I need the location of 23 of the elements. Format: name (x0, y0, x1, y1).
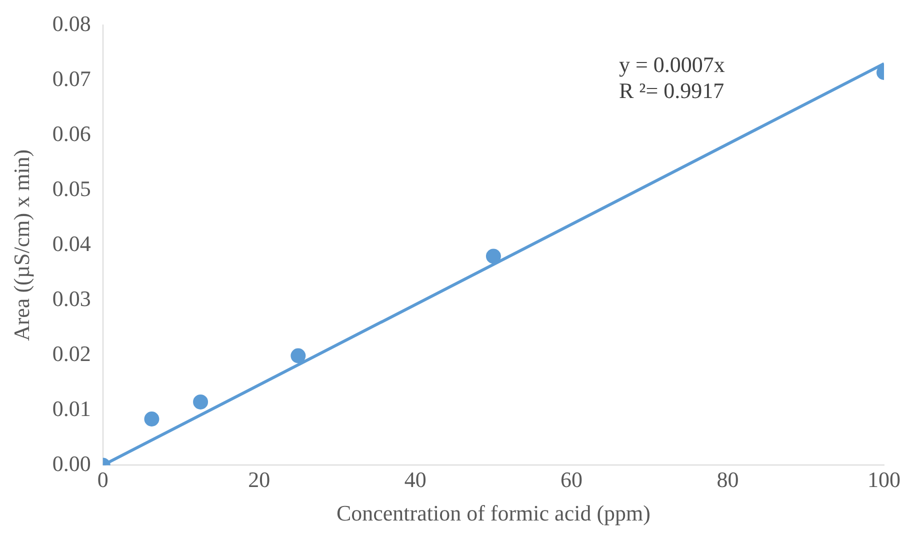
x-tick-label: 100 (868, 467, 900, 492)
x-tick-label: 0 (97, 467, 108, 492)
y-tick-label: 0.04 (52, 230, 91, 256)
y-tick-label: 0.06 (52, 120, 91, 146)
y-tick-label: 0.01 (52, 396, 91, 421)
point (144, 412, 160, 426)
y-tick-label: 0.00 (52, 450, 91, 476)
y-tick-label: 0.08 (52, 10, 91, 36)
x-tick-label: 20 (248, 467, 270, 492)
annotation: R ²= 0.9917 (619, 78, 724, 104)
annotation: y = 0.0007x (619, 52, 725, 78)
point (486, 248, 501, 264)
y-tick-label: 0.05 (52, 176, 91, 201)
y-axis-title: Area ((µS/cm) x min) (8, 149, 34, 342)
y-tick-label: 0.02 (52, 340, 91, 366)
point (290, 348, 306, 364)
x-tick-label: 40 (404, 467, 426, 492)
y-tick-label: 0.07 (52, 66, 91, 91)
x-tick-label: 60 (560, 467, 583, 492)
point (193, 394, 208, 410)
x-tick-label: 80 (716, 467, 739, 492)
x-axis-title: Concentration of formic acid (ppm) (336, 500, 650, 526)
y-tick-label: 0.03 (52, 286, 91, 311)
